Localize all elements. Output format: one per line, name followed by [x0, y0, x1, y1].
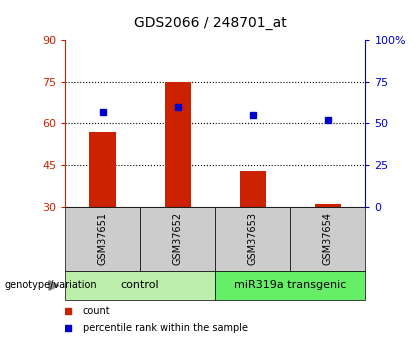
- Text: GSM37654: GSM37654: [323, 213, 333, 265]
- Text: miR319a transgenic: miR319a transgenic: [234, 280, 346, 290]
- Bar: [65, 271, 215, 300]
- Text: genotype/variation: genotype/variation: [4, 280, 97, 290]
- Bar: [240, 171, 266, 207]
- Text: GSM37651: GSM37651: [97, 213, 108, 265]
- Text: GSM37652: GSM37652: [173, 213, 183, 265]
- Bar: [315, 204, 341, 207]
- Text: count: count: [83, 306, 110, 315]
- Text: percentile rank within the sample: percentile rank within the sample: [83, 323, 248, 333]
- Text: GDS2066 / 248701_at: GDS2066 / 248701_at: [134, 16, 286, 30]
- Bar: [140, 207, 215, 271]
- Bar: [65, 207, 140, 271]
- Bar: [89, 132, 116, 207]
- Polygon shape: [49, 281, 59, 290]
- Text: control: control: [121, 280, 160, 290]
- Bar: [215, 271, 365, 300]
- Bar: [215, 207, 290, 271]
- Bar: [165, 81, 191, 207]
- Text: GSM37653: GSM37653: [248, 213, 258, 265]
- Bar: [290, 207, 365, 271]
